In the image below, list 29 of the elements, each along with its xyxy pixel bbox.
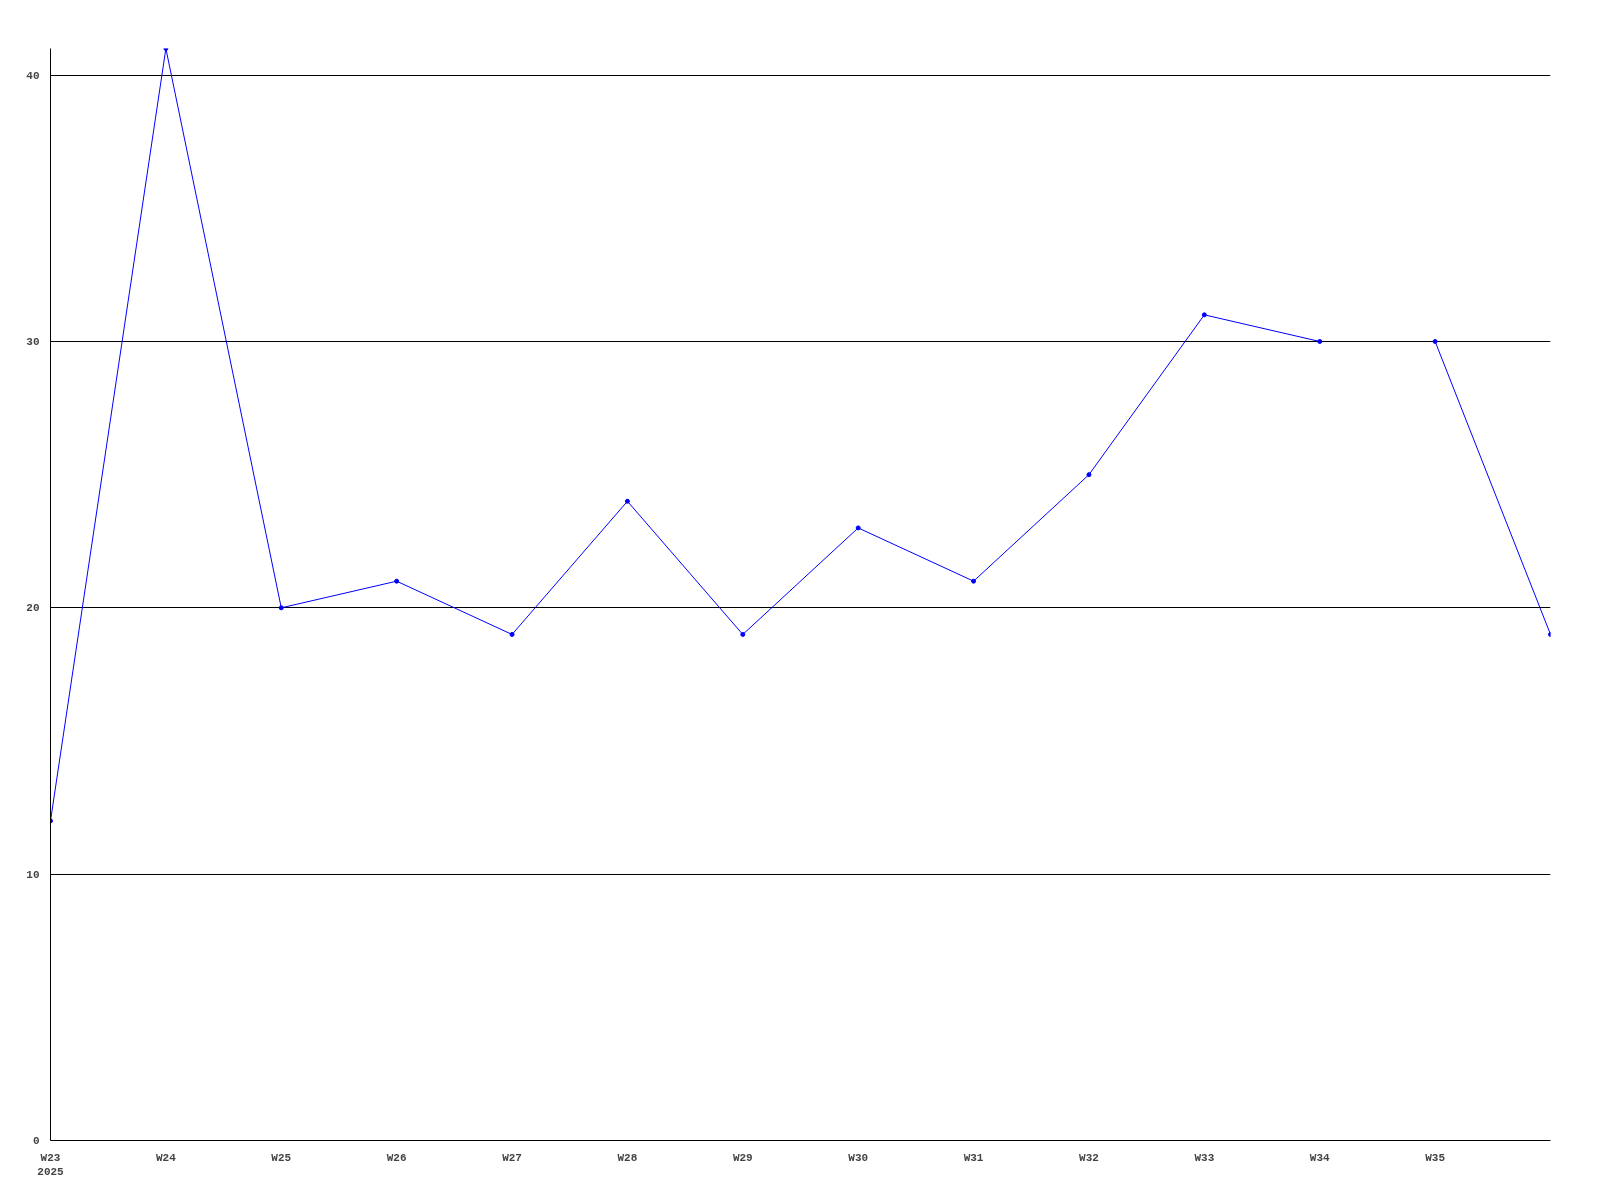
y-tick-label: 20 — [26, 602, 40, 615]
point — [624, 498, 630, 504]
y-tick-label: 30 — [26, 335, 40, 348]
x-tick-label: W29 — [732, 1151, 753, 1164]
x-tick-label: W25 — [271, 1151, 292, 1164]
point — [1432, 338, 1438, 344]
x-tick-label: W30 — [848, 1151, 869, 1164]
x-tick-label: W24 — [155, 1151, 177, 1164]
point — [394, 578, 400, 584]
x-tick-label: W34 — [1309, 1151, 1331, 1164]
point — [855, 525, 861, 531]
point — [1201, 312, 1207, 318]
x-tick-label: W27 — [502, 1151, 522, 1164]
point — [278, 605, 284, 611]
point — [740, 631, 746, 637]
y-tick-label: 0 — [32, 1135, 40, 1147]
x-tick-label: W32 — [1079, 1151, 1099, 1164]
point — [971, 578, 977, 584]
x-tick-label: W35 — [1425, 1151, 1446, 1164]
x-tick-label: W31 — [963, 1151, 984, 1164]
point — [1086, 472, 1092, 478]
x-tick-label: W33 — [1194, 1151, 1215, 1164]
y-tick-label: 10 — [26, 868, 40, 881]
y-tick-label: 40 — [26, 69, 40, 82]
point — [1317, 338, 1323, 344]
point — [509, 631, 515, 637]
x-tick-label: W26 — [386, 1151, 407, 1164]
x-tick-label: W28 — [617, 1151, 638, 1164]
x-tick-label: W23 2025 — [37, 1151, 65, 1178]
